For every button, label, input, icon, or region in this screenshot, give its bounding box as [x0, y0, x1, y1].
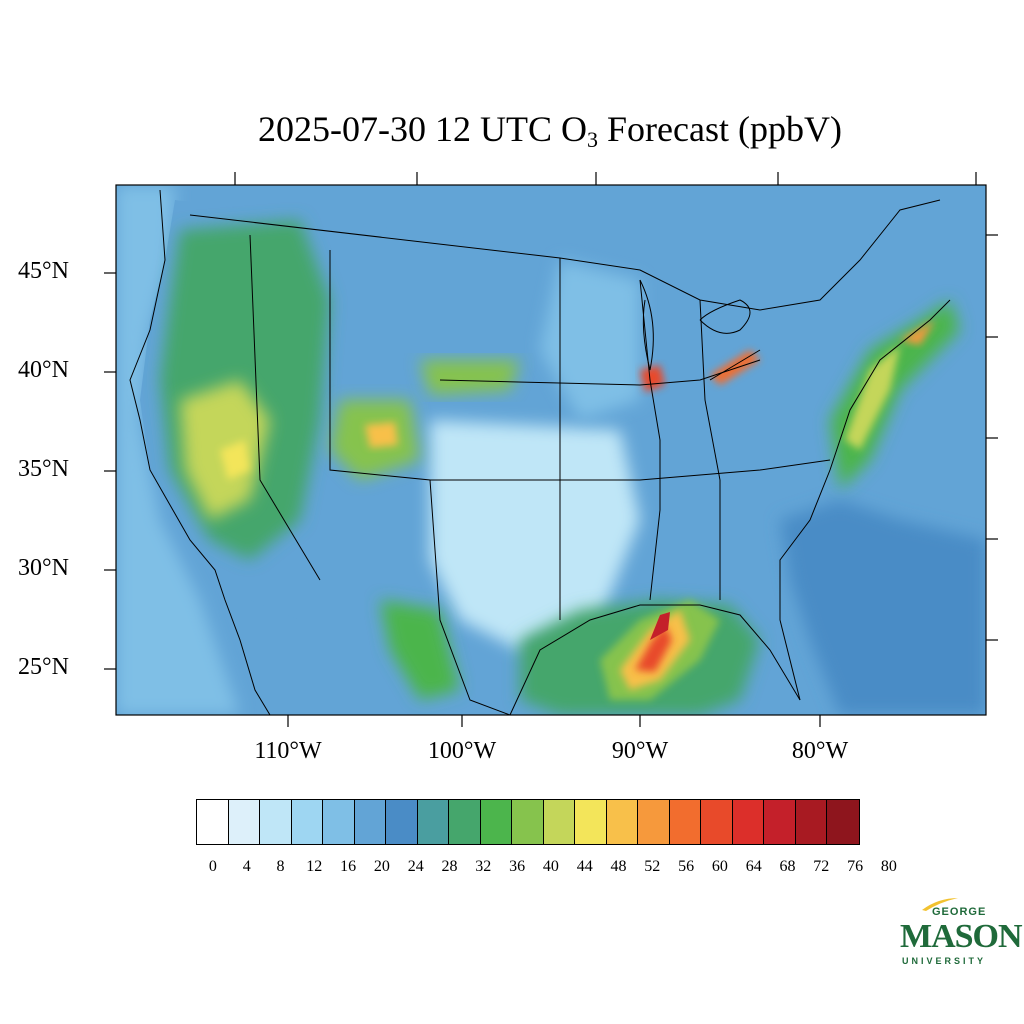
colorbar-box-9 [480, 800, 512, 844]
colorbar-label-36: 36 [509, 858, 526, 875]
colorbar-label-32: 32 [475, 858, 492, 875]
colorbar-label-24: 24 [407, 858, 424, 875]
colorbar-label-4: 4 [242, 858, 251, 875]
colorbar-label-72: 72 [813, 858, 830, 875]
lat-label-35: 35°N [18, 456, 69, 482]
boundaries [129, 189, 951, 715]
colorbar-label-56: 56 [678, 858, 695, 875]
colorbar-box-3 [291, 800, 323, 844]
colorbar-label-64: 64 [745, 858, 762, 875]
colorbar-box-13 [606, 800, 638, 844]
lat-label-25: 25°N [18, 654, 69, 680]
lon-label-90w: 90°W [611, 738, 669, 764]
logo-swoosh-icon [922, 898, 958, 911]
colorbar-box-2 [260, 800, 292, 844]
gmu-logo: GEORGE MASON UNIVERSITY [898, 896, 1023, 968]
colorbar-label-8: 8 [276, 858, 285, 875]
colorbar-box-8 [449, 800, 481, 844]
colorbar-box-1 [228, 800, 260, 844]
colorbar-label-28: 28 [441, 858, 458, 875]
colorbar-label-16: 16 [340, 858, 357, 875]
colorbar-label-48: 48 [610, 858, 627, 875]
axis-ticks [104, 172, 998, 727]
colorbar-label-40: 40 [542, 858, 559, 875]
colorbar-label-0: 0 [208, 858, 217, 875]
colorbar-label-68: 68 [779, 858, 796, 875]
colorbar-label-44: 44 [576, 858, 593, 875]
lat-label-40: 40°N [18, 357, 69, 383]
colorbar-box-15 [669, 800, 701, 844]
colorbar-label-60: 60 [711, 858, 728, 875]
forecast-field [116, 185, 986, 715]
lat-label-45: 45°N [18, 258, 69, 284]
colorbar-box-7 [417, 800, 449, 844]
lat-label-30: 30°N [18, 555, 69, 581]
colorbar-label-80: 80 [880, 858, 897, 875]
map-title: 2025-07-30 12 UTC O3 Forecast (ppbV) [258, 109, 842, 152]
colorbar-box-14 [638, 800, 670, 844]
logo-line-university: UNIVERSITY [902, 956, 987, 966]
colorbar-label-12: 12 [306, 858, 323, 875]
colorbar-box-17 [732, 800, 764, 844]
map-frame [115, 184, 987, 716]
lon-label-110w: 110°W [254, 738, 322, 764]
colorbar-label-52: 52 [644, 858, 661, 875]
colorbar-box-16 [701, 800, 733, 844]
colorbar-box-6 [386, 800, 418, 844]
colorbar-box-19 [795, 800, 827, 844]
colorbar-box-12 [575, 800, 607, 844]
colorbar-box-10 [512, 800, 544, 844]
lon-label-100w: 100°W [427, 738, 497, 764]
colorbar [196, 799, 860, 845]
colorbar-box-0 [197, 800, 229, 844]
logo-line-george: GEORGE [932, 906, 987, 918]
colorbar-box-11 [543, 800, 575, 844]
logo-line-mason: MASON [900, 918, 1023, 955]
colorbar-box-20 [827, 800, 859, 844]
colorbar-box-18 [764, 800, 796, 844]
colorbar-box-5 [354, 800, 386, 844]
lon-label-80w: 80°W [791, 738, 849, 764]
colorbar-label-20: 20 [373, 858, 390, 875]
colorbar-label-76: 76 [847, 858, 864, 875]
colorbar-box-4 [323, 800, 355, 844]
